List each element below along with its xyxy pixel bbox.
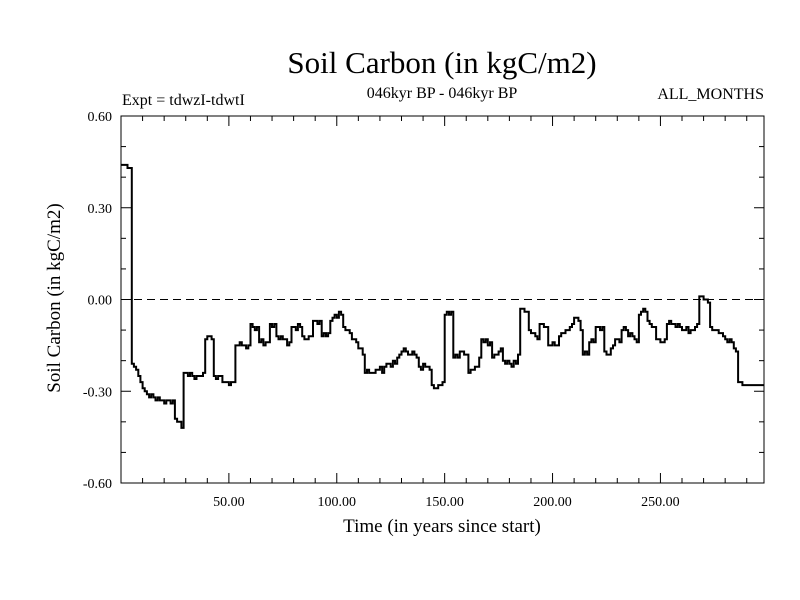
y-tick-label: -0.30 [83, 385, 112, 400]
y-tick-label: 0.60 [88, 110, 113, 125]
chart-subtitle: 046kyr BP - 046kyr BP [367, 85, 518, 102]
x-tick-label: 50.00 [213, 495, 245, 510]
x-axis-label: Time (in years since start) [343, 516, 541, 537]
x-tick-label: 200.00 [533, 495, 572, 510]
x-tick-label: 250.00 [641, 495, 680, 510]
x-axis-tick-labels: 50.00 100.00 150.00 200.00 250.00 [213, 495, 680, 510]
chart-title: Soil Carbon (in kgC/m2) [287, 45, 596, 80]
y-axis-tick-labels: -0.60 -0.30 0.00 0.30 0.60 [83, 110, 112, 492]
series-group [121, 163, 764, 429]
experiment-label: Expt = tdwzI-tdwtI [122, 92, 245, 109]
y-tick-label: -0.60 [83, 477, 112, 492]
months-label: ALL_MONTHS [657, 86, 764, 103]
soil-carbon-series-line [121, 163, 764, 429]
y-tick-label: 0.00 [88, 294, 113, 309]
x-axis-ticks [142, 116, 748, 483]
y-tick-label: 0.30 [88, 202, 113, 217]
x-tick-label: 100.00 [318, 495, 357, 510]
y-axis-label: Soil Carbon (in kgC/m2) [44, 203, 65, 392]
x-tick-label: 150.00 [425, 495, 464, 510]
